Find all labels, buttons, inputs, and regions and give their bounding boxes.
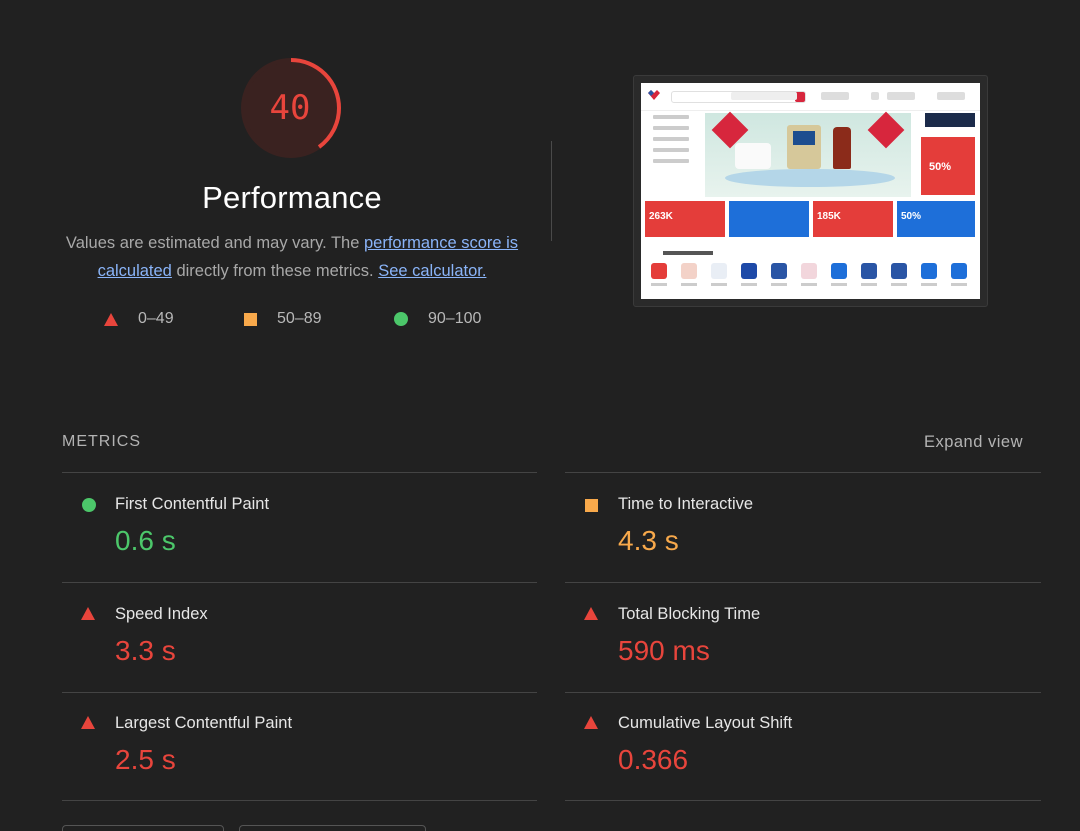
legend-range: 0–49	[138, 310, 174, 327]
metrics-divider	[62, 800, 537, 801]
thumb-categories	[645, 251, 975, 291]
metric-label: First Contentful Paint	[115, 495, 270, 513]
pass-circle-icon	[82, 498, 96, 512]
legend-pass: 90–100	[394, 310, 481, 328]
metric-total-blocking-time: Total Blocking Time 590 ms	[565, 583, 1040, 691]
circle-icon	[394, 312, 408, 326]
metrics-divider	[62, 472, 537, 473]
metric-largest-contentful-paint: Largest Contentful Paint 2.5 s	[62, 692, 537, 800]
expand-view-toggle[interactable]: Expand view	[923, 433, 1023, 451]
metrics-divider	[565, 582, 1041, 583]
legend-average: 50–89	[244, 310, 322, 328]
metrics-divider	[62, 582, 537, 583]
promo-percent: 50%	[929, 161, 952, 173]
site-logo-icon	[648, 90, 660, 100]
metric-label: Time to Interactive	[618, 495, 754, 513]
fail-triangle-icon	[81, 607, 95, 620]
view-treemap-button[interactable]	[62, 825, 224, 831]
card-percent: 50%	[901, 211, 922, 222]
legend-range: 90–100	[428, 310, 482, 327]
metric-label: Total Blocking Time	[618, 605, 761, 623]
metric-first-contentful-paint: First Contentful Paint 0.6 s	[62, 473, 537, 581]
metric-speed-index: Speed Index 3.3 s	[62, 583, 537, 691]
square-icon	[244, 312, 257, 326]
fail-triangle-icon	[584, 716, 598, 729]
thumb-section-title	[663, 251, 713, 255]
legend-fail: 0–49	[104, 310, 174, 328]
description-text-1: Values are estimated and may vary. The	[65, 234, 364, 252]
metric-label: Largest Contentful Paint	[115, 714, 293, 732]
metric-value: 4.3 s	[618, 525, 679, 556]
performance-score: 40	[269, 88, 311, 128]
fail-triangle-icon	[81, 716, 95, 729]
thumb-dark-banner	[925, 113, 975, 127]
metric-label: Speed Index	[115, 605, 208, 623]
performance-score-link[interactable]: performance score is calculated	[97, 234, 519, 280]
thumb-search	[671, 91, 806, 103]
triangle-icon	[104, 312, 118, 326]
metrics-divider	[565, 692, 1041, 693]
metrics-heading: METRICS	[62, 433, 141, 450]
fail-triangle-icon	[584, 607, 598, 620]
thumb-card-2	[729, 201, 809, 237]
final-screenshot[interactable]: 50% 263K 185K 50%	[633, 75, 988, 307]
metric-value: 3.3 s	[115, 635, 176, 666]
average-square-icon	[585, 499, 598, 512]
legend-range: 50–89	[277, 310, 322, 327]
thumb-card-1: 263K	[645, 201, 725, 237]
gauge-ring	[241, 58, 341, 158]
metric-label: Cumulative Layout Shift	[618, 714, 793, 732]
see-calculator-link[interactable]: See calculator.	[378, 262, 487, 280]
metrics-divider	[62, 692, 537, 693]
thumb-card-4: 50%	[897, 201, 975, 237]
thumb-header	[641, 83, 980, 111]
performance-title: Performance	[202, 180, 382, 215]
performance-gauge: 40	[241, 58, 345, 162]
view-trace-button[interactable]	[239, 825, 426, 831]
metric-time-to-interactive: Time to Interactive 4.3 s	[565, 473, 1040, 581]
vertical-divider	[551, 141, 552, 241]
description-text-2: directly from these metrics.	[171, 262, 379, 280]
performance-description: Values are estimated and may vary. The p…	[60, 229, 524, 285]
metric-value: 2.5 s	[115, 744, 176, 775]
score-legend: 0–49 50–89 90–100	[0, 310, 584, 332]
metrics-divider	[565, 472, 1041, 473]
metric-cumulative-layout-shift: Cumulative Layout Shift 0.366	[565, 692, 1040, 800]
card-price-2: 185K	[817, 211, 841, 222]
thumb-card-3: 185K	[813, 201, 893, 237]
screenshot-content: 50% 263K 185K 50%	[641, 83, 980, 299]
metric-value: 0.366	[618, 744, 689, 775]
thumb-promo: 50%	[921, 137, 975, 195]
card-price-1: 263K	[649, 211, 673, 222]
metric-value: 0.6 s	[115, 525, 176, 556]
metric-value: 590 ms	[618, 635, 710, 666]
metrics-divider	[565, 800, 1041, 801]
thumb-sidebar	[645, 115, 703, 175]
